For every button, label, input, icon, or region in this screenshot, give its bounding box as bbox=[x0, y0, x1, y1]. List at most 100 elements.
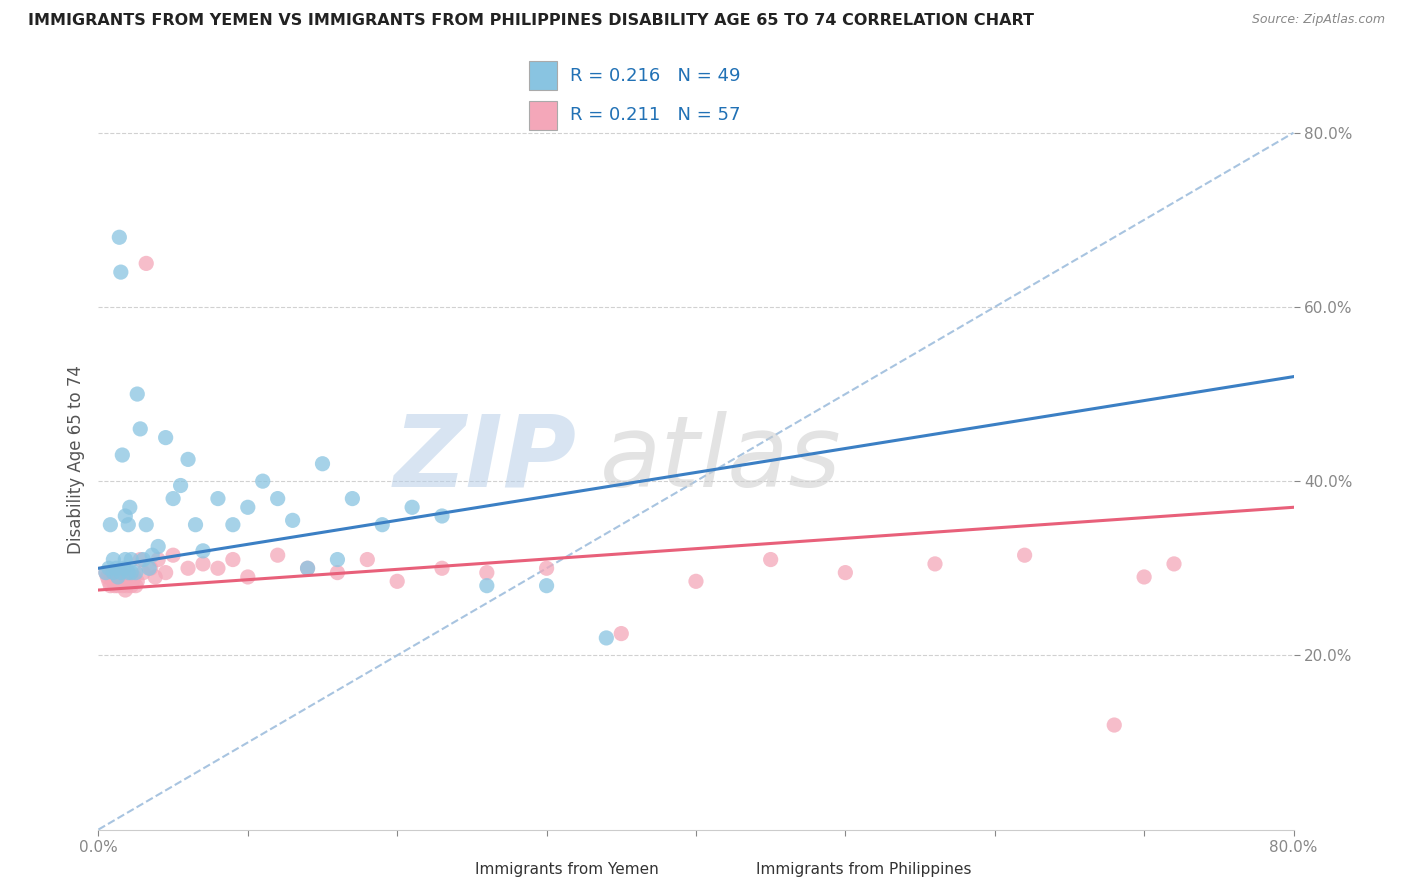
Point bbox=[430, 561, 453, 575]
Point bbox=[132, 566, 155, 580]
Point bbox=[148, 552, 170, 566]
Point bbox=[143, 570, 166, 584]
Point bbox=[297, 561, 319, 575]
Text: R = 0.216   N = 49: R = 0.216 N = 49 bbox=[569, 67, 740, 85]
Point bbox=[191, 557, 214, 571]
Y-axis label: Disability Age 65 to 74: Disability Age 65 to 74 bbox=[66, 365, 84, 554]
Point bbox=[120, 574, 142, 589]
Point bbox=[184, 517, 207, 532]
Point bbox=[111, 579, 134, 593]
Point bbox=[236, 570, 259, 584]
Text: R = 0.211   N = 57: R = 0.211 N = 57 bbox=[569, 106, 740, 124]
Point bbox=[98, 579, 122, 593]
Point bbox=[117, 517, 139, 532]
Point bbox=[110, 566, 132, 580]
Point bbox=[1014, 548, 1036, 562]
Point bbox=[385, 574, 409, 589]
Point bbox=[311, 457, 333, 471]
Point bbox=[356, 552, 378, 566]
Point bbox=[401, 500, 423, 515]
Point bbox=[191, 544, 214, 558]
Point bbox=[177, 452, 200, 467]
Point bbox=[371, 517, 394, 532]
Point bbox=[121, 574, 143, 589]
Point bbox=[141, 548, 163, 562]
Point bbox=[125, 566, 148, 580]
Point bbox=[155, 566, 177, 580]
Point bbox=[108, 574, 131, 589]
Point bbox=[117, 574, 139, 589]
Point bbox=[110, 265, 132, 279]
Point bbox=[132, 552, 155, 566]
Point bbox=[103, 566, 125, 580]
Point bbox=[236, 500, 259, 515]
FancyBboxPatch shape bbox=[530, 101, 557, 130]
Point bbox=[107, 579, 129, 593]
Point bbox=[135, 256, 157, 270]
Point bbox=[475, 579, 498, 593]
Point bbox=[536, 579, 558, 593]
Point bbox=[94, 566, 117, 580]
Point bbox=[138, 561, 160, 575]
Text: Immigrants from Philippines: Immigrants from Philippines bbox=[756, 863, 972, 877]
Point bbox=[108, 230, 131, 244]
Point bbox=[97, 561, 120, 575]
Point bbox=[120, 579, 142, 593]
Point bbox=[207, 491, 229, 506]
Point bbox=[759, 552, 782, 566]
Text: Source: ZipAtlas.com: Source: ZipAtlas.com bbox=[1251, 13, 1385, 27]
Point bbox=[222, 552, 245, 566]
Point bbox=[129, 552, 152, 566]
Point bbox=[105, 570, 128, 584]
Point bbox=[297, 561, 319, 575]
Point bbox=[162, 491, 184, 506]
Point bbox=[114, 552, 136, 566]
Point bbox=[924, 557, 946, 571]
Point bbox=[104, 579, 127, 593]
Point bbox=[114, 570, 136, 584]
Point bbox=[105, 574, 128, 589]
Point bbox=[112, 561, 135, 575]
Point bbox=[536, 561, 558, 575]
Point bbox=[148, 540, 170, 554]
Point bbox=[114, 582, 136, 597]
Point bbox=[595, 631, 617, 645]
Point bbox=[105, 561, 128, 575]
Point bbox=[222, 517, 245, 532]
Point bbox=[127, 574, 149, 589]
Point bbox=[110, 566, 132, 580]
Point bbox=[207, 561, 229, 575]
Point bbox=[127, 387, 149, 401]
Point bbox=[135, 517, 157, 532]
Point bbox=[610, 626, 633, 640]
Point bbox=[177, 561, 200, 575]
Point bbox=[110, 570, 132, 584]
Point bbox=[115, 579, 138, 593]
Text: Immigrants from Yemen: Immigrants from Yemen bbox=[475, 863, 659, 877]
Point bbox=[117, 566, 139, 580]
Point bbox=[252, 474, 274, 488]
Point bbox=[103, 566, 125, 580]
Point bbox=[162, 548, 184, 562]
Point bbox=[129, 422, 152, 436]
Point bbox=[169, 478, 191, 492]
Point bbox=[125, 579, 148, 593]
Point bbox=[103, 574, 125, 589]
Point bbox=[96, 570, 118, 584]
Point bbox=[120, 552, 142, 566]
Point bbox=[107, 570, 129, 584]
Point bbox=[118, 500, 141, 515]
Point bbox=[1133, 570, 1156, 584]
Point bbox=[834, 566, 856, 580]
Point bbox=[430, 508, 453, 523]
Point bbox=[103, 552, 125, 566]
Point bbox=[685, 574, 707, 589]
Point bbox=[326, 552, 349, 566]
Point bbox=[155, 431, 177, 445]
Point bbox=[1104, 718, 1126, 732]
Point bbox=[267, 491, 290, 506]
Point bbox=[101, 570, 124, 584]
Point bbox=[94, 566, 117, 580]
Point bbox=[267, 548, 290, 562]
Point bbox=[1163, 557, 1185, 571]
